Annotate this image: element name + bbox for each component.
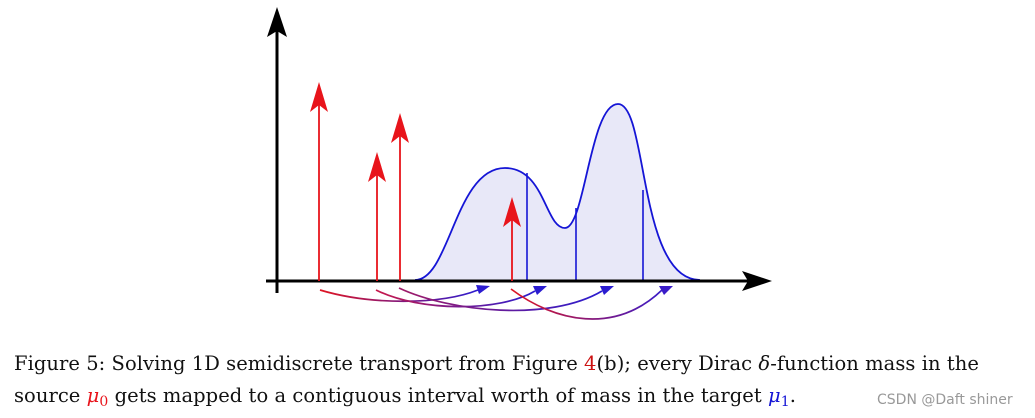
transport-link-3 bbox=[398, 286, 614, 312]
transport-link-1 bbox=[319, 285, 490, 303]
transport-link-2 bbox=[375, 286, 547, 308]
transport-link-4 bbox=[510, 286, 673, 320]
caption-text: Figure 5: Solving 1D semidiscrete transp… bbox=[14, 352, 585, 375]
figure-reference-link[interactable]: 4 bbox=[584, 352, 597, 375]
dirac-mass-1 bbox=[310, 82, 328, 281]
caption-text: source bbox=[14, 384, 87, 407]
figure-caption-line-2: source μ0 gets mapped to a contiguous in… bbox=[14, 384, 796, 410]
mu0-subscript: 0 bbox=[99, 394, 109, 410]
mu-glyph: μ bbox=[86, 384, 100, 407]
caption-text: gets mapped to a contiguous interval wor… bbox=[108, 384, 769, 407]
target-density-curve bbox=[414, 103, 701, 281]
target-density-fill bbox=[415, 104, 700, 280]
dirac-mass-2 bbox=[368, 152, 386, 281]
caption-text: . bbox=[789, 384, 796, 407]
mu0-symbol: μ0 bbox=[86, 384, 109, 410]
caption-text: (b); every Dirac bbox=[596, 352, 759, 375]
figure-caption-line-1: Figure 5: Solving 1D semidiscrete transp… bbox=[14, 352, 979, 375]
dirac-mass-4 bbox=[503, 197, 521, 281]
x-axis-arrowhead bbox=[742, 271, 772, 291]
y-axis-arrowhead bbox=[267, 7, 287, 37]
caption-text: -function mass in the bbox=[770, 352, 979, 375]
transport-diagram bbox=[266, 7, 772, 320]
mu1-symbol: μ1 bbox=[768, 384, 790, 410]
dirac-mass-3 bbox=[391, 113, 409, 281]
delta-symbol: δ bbox=[758, 352, 771, 375]
mu-glyph: μ bbox=[768, 384, 781, 407]
watermark: CSDN @Daft shiner bbox=[877, 392, 1013, 408]
mu1-subscript: 1 bbox=[780, 394, 790, 410]
